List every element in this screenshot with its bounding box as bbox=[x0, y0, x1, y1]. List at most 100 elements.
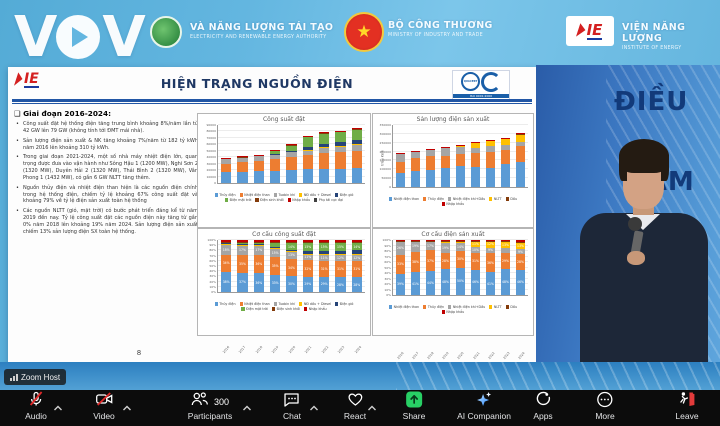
legend-item: Nhập khẩu bbox=[441, 310, 464, 314]
legend-item: Điện mặt trời bbox=[241, 307, 268, 311]
toolbar-video-caret[interactable] bbox=[123, 398, 132, 416]
right-org-block: VIỆN NĂNG LƯỢNG INSTITUTE OF ENERGY bbox=[622, 22, 720, 51]
toolbar-apps-button[interactable]: Apps bbox=[533, 391, 553, 421]
chart-plot-area: 0% 10% 20% 30% 40% 50% 60% 70% 80% 90% 100% 38% 34% 1… bbox=[207, 238, 365, 294]
toolbar-participants-caret[interactable] bbox=[243, 398, 252, 416]
toolbar-chat-caret[interactable] bbox=[310, 398, 319, 416]
slide-page-number: 8 bbox=[136, 349, 142, 357]
presenter-video: ĐIỀUTẦM bbox=[536, 65, 720, 362]
toolbar-leave-button[interactable]: Leave bbox=[675, 391, 699, 421]
stacked-bar-2021 bbox=[302, 125, 313, 183]
legend-item: Nhập khẩu bbox=[304, 307, 327, 311]
presentation-slide: IE HIỆN TRẠNG NGUỒN ĐIỆN QUACERT ISO 900… bbox=[8, 67, 536, 365]
bullet-item: • Nguồn thủy điện và nhiệt điện than hiện… bbox=[16, 184, 198, 205]
slide-divider-thin bbox=[12, 103, 532, 104]
heart-icon bbox=[347, 391, 364, 412]
chart-legend: Thủy điện Nhiệt điện than Tuabin khí NĐ dầu… bbox=[200, 302, 368, 311]
slide-text-column: ❑ Giai đoạn 2016-2024: • Công suất đặt hệ… bbox=[14, 109, 198, 239]
legend-item: Dầu bbox=[505, 197, 517, 201]
g-cert-logo-icon bbox=[481, 71, 501, 92]
right-org-subtitle: INSTITUTE OF ENERGY bbox=[622, 46, 682, 51]
legend-item: Nhiệt điện khí+Dầu bbox=[448, 305, 485, 309]
toolbar-participants-button[interactable]: 300 Participants bbox=[187, 391, 233, 421]
toolbar-chat-label: Chat bbox=[283, 411, 301, 421]
toolbar-video-label: Video bbox=[93, 411, 115, 421]
legend-item: Thủy điện bbox=[423, 197, 444, 201]
chart-cong-suat-dat: Công suất đặt 0 10000 20000 30000 40000 50000 6… bbox=[197, 113, 371, 251]
slide-title: HIỆN TRẠNG NGUỒN ĐIỆN bbox=[160, 76, 354, 91]
stacked-bar-2017 bbox=[237, 125, 248, 183]
toolbar-react-caret[interactable] bbox=[368, 398, 377, 416]
microphone-icon bbox=[628, 217, 642, 231]
toolbar-audio-label: Audio bbox=[25, 411, 47, 421]
slide-divider bbox=[12, 99, 532, 102]
toolbar-react-button[interactable]: React bbox=[344, 393, 366, 421]
stacked-bar-2018 bbox=[425, 125, 436, 187]
mic-muted-icon bbox=[28, 391, 44, 412]
stacked-bar-2021: 29% 32% 11% 15% bbox=[302, 240, 313, 292]
chart-legend: Nhiệt điện than Thủy điện Nhiệt điện khí+D… bbox=[375, 197, 531, 206]
left-org-name: VÀ NĂNG LƯỢNG TÁI TẠO bbox=[190, 22, 334, 33]
ai-sparkle-icon bbox=[475, 391, 493, 413]
toolbar-video-button[interactable]: Video bbox=[93, 392, 115, 421]
legend-item: Điện gió bbox=[335, 193, 353, 197]
left-org-block: VÀ NĂNG LƯỢNG TÁI TẠO ELECTRICITY AND RE… bbox=[190, 22, 333, 40]
vov-letter: V bbox=[14, 4, 57, 70]
legend-item: Nhiệt điện khí+Dầu bbox=[448, 197, 485, 201]
leave-door-icon bbox=[678, 391, 696, 412]
stacked-bar-2020: 30% 34% 13% 14% bbox=[286, 240, 297, 292]
chart-san-luong-dien: Sản lượng điện sản xuất 0 50000 100000 15000… bbox=[372, 113, 534, 259]
presenter-hair-side bbox=[661, 155, 669, 181]
participants-count: 300 bbox=[213, 396, 230, 407]
legend-item: NĐ dầu + Diesel bbox=[299, 193, 331, 197]
center-org-subtitle: MINISTRY OF INDUSTRY AND TRADE bbox=[388, 33, 483, 38]
vov-letter: V bbox=[102, 4, 145, 70]
zoom-toolbar: Audio Video 300 Participants Chat React Share A… bbox=[0, 390, 720, 426]
quacert-logo-icon: QUACERT bbox=[461, 72, 480, 92]
toolbar-chat-button[interactable]: Chat bbox=[283, 393, 301, 421]
stacked-bar-2020: 50% 30% 14% bbox=[455, 240, 466, 295]
slide-ie-logo-icon: IE bbox=[13, 72, 39, 88]
chart-title: Công suất đặt bbox=[262, 116, 306, 123]
stacked-bar-2022: 41% 36% 9% 12% bbox=[485, 240, 496, 295]
toolbar-ai-companion-button[interactable]: AI Companion bbox=[457, 391, 511, 421]
stacked-bar-2016: 38% 34% 18% bbox=[221, 240, 232, 292]
bullet-list: • Công suất đặt hệ thống điện tăng trung … bbox=[14, 121, 198, 236]
toolbar-audio-button[interactable]: Audio bbox=[25, 391, 47, 421]
legend-item: Nhiệt điện than bbox=[239, 193, 270, 197]
backdrop-word: ĐIỀU bbox=[614, 87, 689, 117]
presenter-suit bbox=[580, 213, 708, 362]
chart-title: Cơ cấu điện sản xuất bbox=[421, 231, 485, 238]
chart-co-cau-dien-san-xuat: Cơ cấu điện sản xuất 0% 10% 20% 30% 40% 50% 60%… bbox=[372, 228, 534, 360]
toolbar-react-label: React bbox=[343, 411, 367, 421]
toolbar-participants-label: Participants bbox=[187, 411, 233, 421]
legend-item: Thủy điện bbox=[423, 305, 444, 309]
podium-strip bbox=[0, 362, 720, 392]
participants-icon bbox=[191, 391, 209, 412]
vov-play-icon bbox=[56, 15, 101, 59]
stacked-bar-2019: 33% 35% 15% bbox=[270, 240, 281, 292]
legend-item: Dầu bbox=[505, 305, 517, 309]
stacked-bar-2024: 28% 31% 12% 14% bbox=[351, 240, 362, 292]
vietnam-emblem-icon: ★ bbox=[344, 12, 384, 52]
stacked-bar-2024 bbox=[351, 125, 362, 183]
host-badge-label: Zoom Host bbox=[21, 372, 61, 382]
stacked-bar-2016 bbox=[221, 125, 232, 183]
legend-item: Thủy điện bbox=[214, 193, 236, 197]
stacked-bar-2018: 44% 37% 17% bbox=[425, 240, 436, 295]
legend-item: Điện sinh khối bbox=[271, 307, 300, 311]
toolbar-audio-caret[interactable] bbox=[54, 398, 63, 416]
certification-logos: QUACERT ISO 9001:2000 bbox=[452, 70, 510, 100]
bullet-item: • Trong giai đoạn 2021-2024, một số nhà m… bbox=[16, 154, 198, 181]
stacked-bar-2018: 36% 36% 17% bbox=[253, 240, 264, 292]
stacked-bar-2017: 41% 38% 19% bbox=[410, 240, 421, 295]
stacked-bar-2019: 48% 28% 19% bbox=[440, 240, 451, 295]
stacked-bar-2017: 37% 35% 17% bbox=[237, 240, 248, 292]
toolbar-more-button[interactable]: More bbox=[595, 391, 615, 421]
toolbar-share-button[interactable]: Share bbox=[403, 391, 425, 421]
center-org-block: BỘ CÔNG THƯƠNG MINISTRY OF INDUSTRY AND … bbox=[388, 20, 493, 38]
legend-item: NLTT bbox=[489, 197, 502, 201]
legend-item: Tuabin khí bbox=[273, 193, 295, 197]
stacked-bar-2021: 46% 31% 10% 11% bbox=[470, 240, 481, 295]
